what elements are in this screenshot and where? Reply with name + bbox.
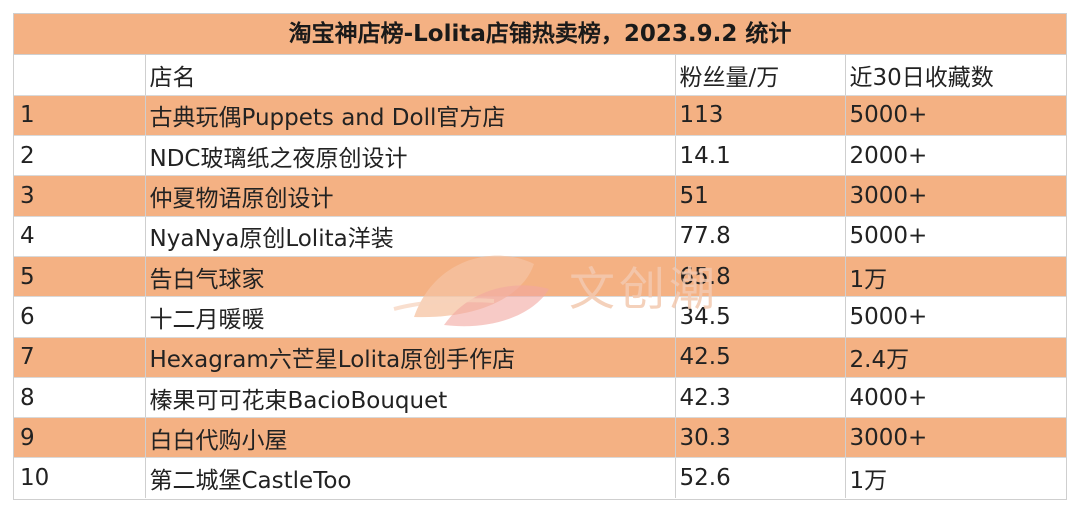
column-header-name: 店名	[145, 55, 676, 96]
table-row: 3 仲夏物语原创设计 51 3000+	[14, 175, 1066, 217]
rank-cell: 2	[14, 135, 146, 177]
fans-cell: 30.3	[675, 417, 846, 459]
rank-cell: 6	[14, 296, 146, 338]
favorites-cell: 4000+	[845, 377, 1066, 419]
column-header-rank	[14, 55, 146, 96]
rank-cell: 10	[14, 457, 146, 499]
fans-cell: 42.3	[675, 377, 846, 419]
shop-name-cell: Hexagram六芒星Lolita原创手作店	[145, 337, 676, 378]
fans-cell: 77.8	[675, 216, 846, 257]
table-row: 4 NyaNya原创Lolita洋装 77.8 5000+	[14, 216, 1066, 257]
table-row: 9 白白代购小屋 30.3 3000+	[14, 417, 1066, 459]
shop-name-cell: 告白气球家	[145, 256, 676, 298]
table-row: 8 榛果可可花束BacioBouquet 42.3 4000+	[14, 377, 1066, 419]
rank-cell: 9	[14, 417, 146, 459]
table-row: 6 十二月暖暖 34.5 5000+	[14, 296, 1066, 338]
table-row: 1 古典玩偶Puppets and Doll官方店 113 5000+	[14, 95, 1066, 137]
favorites-cell: 5000+	[845, 296, 1066, 338]
shop-name-cell: 古典玩偶Puppets and Doll官方店	[145, 95, 676, 137]
fans-cell: 65.8	[675, 256, 846, 298]
rank-cell: 3	[14, 175, 146, 217]
favorites-cell: 1万	[845, 256, 1066, 298]
rank-cell: 4	[14, 216, 146, 257]
favorites-cell: 2000+	[845, 135, 1066, 177]
shop-name-cell: 第二城堡CastleToo	[145, 457, 676, 499]
table-row: 10 第二城堡CastleToo 52.6 1万	[14, 457, 1066, 499]
favorites-cell: 1万	[849, 468, 888, 495]
favorites-cell: 3000+	[845, 175, 1066, 217]
fans-cell: 14.1	[675, 135, 846, 177]
header-row: 店名 粉丝量/万 近30日收藏数	[14, 55, 1066, 96]
shop-name-cell: 仲夏物语原创设计	[145, 175, 676, 217]
column-header-favorites: 近30日收藏数	[845, 55, 1066, 96]
fans-cell: 113	[675, 95, 846, 137]
table-row: 7 Hexagram六芒星Lolita原创手作店 42.5 2.4万	[14, 337, 1066, 378]
shop-name-cell: NyaNya原创Lolita洋装	[145, 216, 676, 257]
table-title: 淘宝神店榜-Lolita店铺热卖榜，2023.9.2 统计	[14, 14, 1066, 55]
fans-cell: 42.5	[675, 337, 846, 378]
favorites-cell: 2.4万	[845, 337, 1066, 378]
favorites-cell: 5000+	[845, 95, 1066, 137]
rank-cell: 7	[14, 337, 146, 378]
column-header-fans: 粉丝量/万	[675, 55, 846, 96]
favorites-cell: 5000+	[845, 216, 1066, 257]
table-row: 5 告白气球家 65.8 1万	[14, 256, 1066, 298]
shop-name-cell: NDC玻璃纸之夜原创设计	[145, 135, 676, 177]
rank-cell: 5	[14, 256, 146, 298]
ranking-table-frame: 淘宝神店榜-Lolita店铺热卖榜，2023.9.2 统计 店名 粉丝量/万 近…	[13, 13, 1067, 500]
favorites-cell: 3000+	[845, 417, 1066, 459]
table-row: 2 NDC玻璃纸之夜原创设计 14.1 2000+	[14, 135, 1066, 177]
rank-cell: 1	[14, 95, 146, 137]
ranking-table: 店名 粉丝量/万 近30日收藏数 1 古典玩偶Puppets and Doll官方…	[14, 55, 1066, 499]
shop-name-cell: 白白代购小屋	[145, 417, 676, 459]
fans-cell: 52.6	[675, 457, 846, 499]
shop-name-cell: 十二月暖暖	[145, 296, 676, 338]
shop-name-cell: 榛果可可花束BacioBouquet	[145, 377, 676, 419]
rank-cell: 8	[14, 377, 146, 419]
table-body: 1 古典玩偶Puppets and Doll官方店 113 5000+ 2 NDC玻璃纸之…	[14, 95, 1066, 499]
fans-cell: 34.5	[675, 296, 846, 338]
fans-cell: 51	[675, 175, 846, 217]
